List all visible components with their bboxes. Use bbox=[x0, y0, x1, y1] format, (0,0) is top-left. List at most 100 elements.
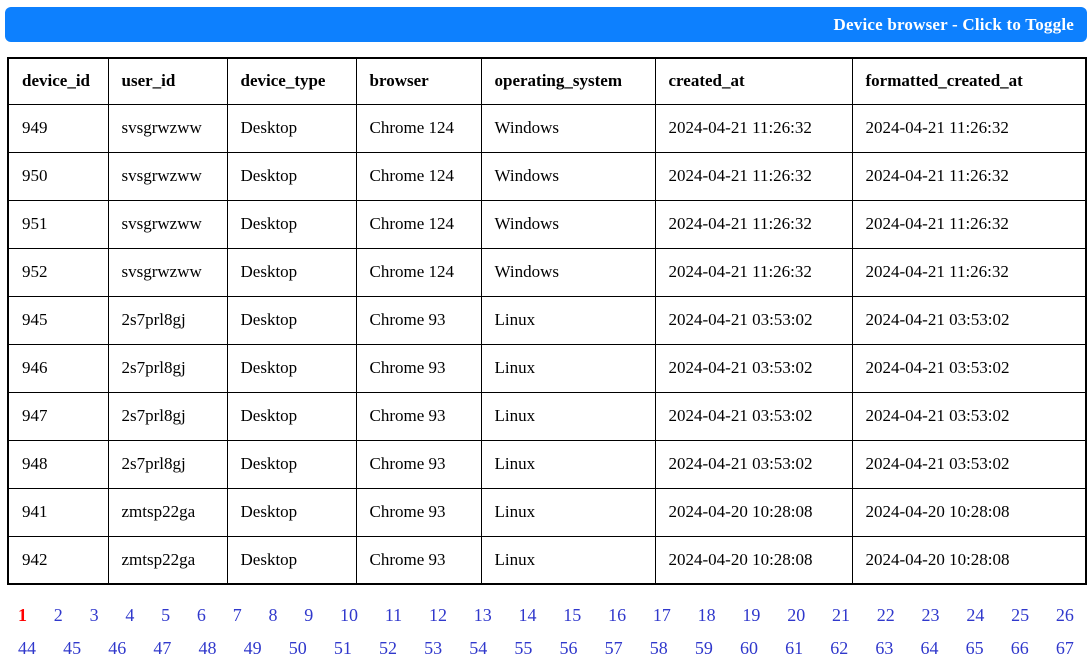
page-link[interactable]: 57 bbox=[604, 638, 623, 658]
table-row: 949 svsgrwzww Desktop Chrome 124 Windows 2024… bbox=[7, 103, 1087, 153]
cell-operating_system: Linux bbox=[480, 391, 656, 441]
column-header-user_id: user_id bbox=[107, 57, 228, 105]
column-header-browser: browser bbox=[355, 57, 482, 105]
cell-browser: Chrome 93 bbox=[355, 391, 482, 441]
cell-user_id: zmtsp22ga bbox=[107, 487, 228, 537]
page-link[interactable]: 10 bbox=[340, 605, 359, 625]
cell-user_id: 2s7prl8gj bbox=[107, 295, 228, 345]
page-link[interactable]: 64 bbox=[920, 638, 939, 658]
cell-operating_system: Linux bbox=[480, 343, 656, 393]
page-link[interactable]: 46 bbox=[108, 638, 127, 658]
cell-created_at: 2024-04-20 10:28:08 bbox=[654, 535, 853, 585]
column-header-device_id: device_id bbox=[7, 57, 109, 105]
page-link[interactable]: 61 bbox=[785, 638, 804, 658]
page-link[interactable]: 54 bbox=[469, 638, 488, 658]
page-link[interactable]: 16 bbox=[608, 605, 627, 625]
page-link[interactable]: 47 bbox=[153, 638, 172, 658]
pagination-row-1: 1 2 3 4 5 6 7 8 9 10 11 12 13 14 15 16 17 18 19 20 21 22 23 24 2… bbox=[7, 599, 1085, 632]
page-link[interactable]: 12 bbox=[428, 605, 447, 625]
device-browser-toggle-header[interactable]: Device browser - Click to Toggle bbox=[5, 7, 1087, 42]
cell-user_id: zmtsp22ga bbox=[107, 535, 228, 585]
cell-device_id: 952 bbox=[7, 247, 109, 297]
page-link[interactable]: 2 bbox=[53, 605, 63, 625]
page-link[interactable]: 17 bbox=[652, 605, 671, 625]
page-link[interactable]: 5 bbox=[161, 605, 171, 625]
cell-user_id: 2s7prl8gj bbox=[107, 439, 228, 489]
cell-created_at: 2024-04-21 11:26:32 bbox=[654, 199, 853, 249]
cell-device_id: 948 bbox=[7, 439, 109, 489]
cell-device_id: 942 bbox=[7, 535, 109, 585]
cell-operating_system: Windows bbox=[480, 247, 656, 297]
page-link[interactable]: 45 bbox=[63, 638, 82, 658]
cell-device_type: Desktop bbox=[226, 343, 357, 393]
page-link[interactable]: 58 bbox=[649, 638, 668, 658]
cell-user_id: 2s7prl8gj bbox=[107, 343, 228, 393]
cell-user_id: svsgrwzww bbox=[107, 103, 228, 153]
cell-user_id: svsgrwzww bbox=[107, 247, 228, 297]
page-link[interactable]: 52 bbox=[379, 638, 397, 658]
cell-operating_system: Windows bbox=[480, 151, 656, 201]
page-link[interactable]: 24 bbox=[966, 605, 985, 625]
cell-device_type: Desktop bbox=[226, 247, 357, 297]
cell-browser: Chrome 124 bbox=[355, 199, 482, 249]
cell-device_id: 949 bbox=[7, 103, 109, 153]
cell-browser: Chrome 93 bbox=[355, 295, 482, 345]
page-link[interactable]: 50 bbox=[288, 638, 307, 658]
cell-device_id: 945 bbox=[7, 295, 109, 345]
table-row: 948 2s7prl8gj Desktop Chrome 93 Linux 2024-04… bbox=[7, 439, 1087, 489]
table-row: 952 svsgrwzww Desktop Chrome 124 Windows 2024… bbox=[7, 247, 1087, 297]
page-link[interactable]: 67 bbox=[1055, 638, 1074, 658]
table-row: 947 2s7prl8gj Desktop Chrome 93 Linux 2024-04… bbox=[7, 391, 1087, 441]
page-link[interactable]: 56 bbox=[559, 638, 578, 658]
page-link[interactable]: 60 bbox=[740, 638, 758, 658]
page-link[interactable]: 14 bbox=[518, 605, 537, 625]
page-link[interactable]: 49 bbox=[243, 638, 262, 658]
cell-operating_system: Linux bbox=[480, 295, 656, 345]
page-link[interactable]: 21 bbox=[831, 605, 850, 625]
cell-user_id: svsgrwzww bbox=[107, 151, 228, 201]
cell-created_at: 2024-04-21 11:26:32 bbox=[654, 151, 853, 201]
page-link[interactable]: 26 bbox=[1055, 605, 1074, 625]
cell-operating_system: Linux bbox=[480, 439, 656, 489]
cell-device_type: Desktop bbox=[226, 535, 357, 585]
cell-operating_system: Windows bbox=[480, 103, 656, 153]
page-link[interactable]: 20 bbox=[787, 605, 806, 625]
page-link[interactable]: 3 bbox=[89, 605, 99, 625]
page-link[interactable]: 55 bbox=[514, 638, 533, 658]
page-link[interactable]: 62 bbox=[830, 638, 849, 658]
page-link[interactable]: 44 bbox=[18, 638, 36, 658]
page-link[interactable]: 65 bbox=[965, 638, 984, 658]
page-link[interactable]: 11 bbox=[384, 605, 403, 625]
cell-device_type: Desktop bbox=[226, 199, 357, 249]
cell-created_at: 2024-04-21 03:53:02 bbox=[654, 391, 853, 441]
page-link[interactable]: 23 bbox=[921, 605, 940, 625]
page-link[interactable]: 19 bbox=[742, 605, 761, 625]
cell-operating_system: Windows bbox=[480, 199, 656, 249]
page-link-current[interactable]: 1 bbox=[18, 605, 27, 625]
page-link[interactable]: 48 bbox=[198, 638, 217, 658]
cell-formatted_created_at: 2024-04-20 10:28:08 bbox=[851, 535, 1087, 585]
column-header-created_at: created_at bbox=[654, 57, 853, 105]
cell-formatted_created_at: 2024-04-21 11:26:32 bbox=[851, 103, 1087, 153]
page-link[interactable]: 15 bbox=[563, 605, 582, 625]
cell-operating_system: Linux bbox=[480, 535, 656, 585]
page-link[interactable]: 22 bbox=[876, 605, 895, 625]
cell-device_id: 946 bbox=[7, 343, 109, 393]
page-link[interactable]: 51 bbox=[333, 638, 352, 658]
cell-created_at: 2024-04-21 03:53:02 bbox=[654, 295, 853, 345]
page-link[interactable]: 63 bbox=[875, 638, 894, 658]
page-link[interactable]: 7 bbox=[232, 605, 242, 625]
page-link[interactable]: 4 bbox=[125, 605, 135, 625]
table-row: 941 zmtsp22ga Desktop Chrome 93 Linux 2024-04… bbox=[7, 487, 1087, 537]
page-link[interactable]: 13 bbox=[473, 605, 492, 625]
page-link[interactable]: 53 bbox=[424, 638, 443, 658]
page-link[interactable]: 8 bbox=[268, 605, 278, 625]
cell-formatted_created_at: 2024-04-21 11:26:32 bbox=[851, 247, 1087, 297]
page-link[interactable]: 6 bbox=[196, 605, 206, 625]
page-link[interactable]: 59 bbox=[694, 638, 713, 658]
page-link[interactable]: 9 bbox=[304, 605, 314, 625]
page-link[interactable]: 25 bbox=[1011, 605, 1030, 625]
page-link[interactable]: 66 bbox=[1010, 638, 1029, 658]
table-row: 945 2s7prl8gj Desktop Chrome 93 Linux 2024-04… bbox=[7, 295, 1087, 345]
page-link[interactable]: 18 bbox=[697, 605, 716, 625]
